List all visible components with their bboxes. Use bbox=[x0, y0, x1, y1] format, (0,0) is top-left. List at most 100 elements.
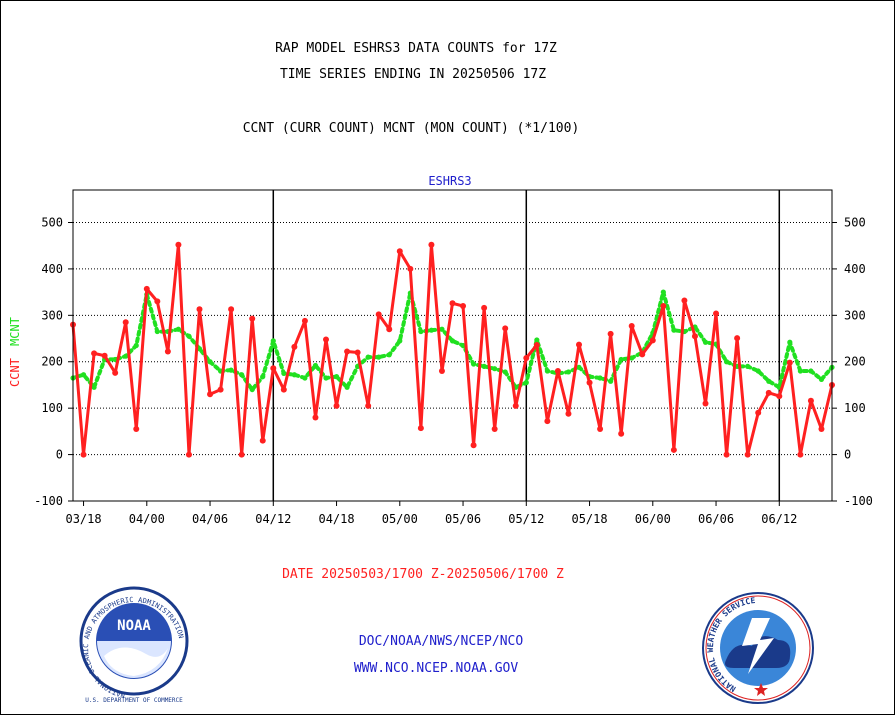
y-tick-label-right: 200 bbox=[844, 355, 866, 369]
chart-description: CCNT (CURR COUNT) MCNT (MON COUNT) (*1/1… bbox=[243, 121, 580, 136]
x-tick-label: 05/00 bbox=[382, 512, 418, 526]
data-point-ccnt bbox=[259, 437, 266, 444]
data-point-mcnt bbox=[766, 378, 772, 384]
data-point-ccnt bbox=[660, 303, 667, 310]
data-point-ccnt bbox=[807, 397, 814, 404]
y-tick-label-left: 300 bbox=[41, 308, 63, 322]
x-tick-label: 03/18 bbox=[65, 512, 101, 526]
data-point-ccnt bbox=[164, 348, 171, 355]
data-point-mcnt bbox=[565, 369, 572, 375]
data-point-ccnt bbox=[723, 451, 730, 458]
y-tick-label-right: 0 bbox=[844, 448, 851, 462]
data-point-ccnt bbox=[702, 400, 709, 407]
data-point-mcnt bbox=[460, 342, 466, 349]
data-point-mcnt bbox=[291, 372, 297, 378]
data-point-ccnt bbox=[196, 306, 203, 313]
data-point-ccnt bbox=[175, 241, 182, 248]
data-point-ccnt bbox=[270, 365, 277, 372]
data-point-ccnt bbox=[122, 319, 129, 326]
chart-subtitle: TIME SERIES ENDING IN 20250506 17Z bbox=[280, 67, 546, 82]
data-point-mcnt bbox=[597, 375, 603, 381]
data-point-mcnt bbox=[175, 326, 182, 332]
data-point-ccnt bbox=[228, 306, 235, 313]
y-tick-label-right: -100 bbox=[844, 494, 873, 508]
data-point-mcnt bbox=[418, 328, 424, 335]
data-point-ccnt bbox=[744, 451, 751, 458]
data-point-ccnt bbox=[407, 265, 414, 272]
data-point-ccnt bbox=[765, 389, 772, 396]
noaa-logo-bottom-text: U.S. DEPARTMENT OF COMMERCE bbox=[85, 697, 183, 704]
data-point-ccnt bbox=[417, 425, 424, 432]
data-point-mcnt bbox=[333, 374, 340, 380]
data-point-mcnt bbox=[576, 364, 582, 370]
plot-frame bbox=[72, 189, 833, 502]
data-point-ccnt bbox=[238, 451, 245, 458]
data-point-ccnt bbox=[628, 323, 635, 330]
y-tick-label-right: 300 bbox=[844, 308, 866, 322]
nws-star-icon bbox=[754, 683, 768, 696]
x-tick-label: 04/06 bbox=[192, 512, 228, 526]
data-point-ccnt bbox=[481, 304, 488, 311]
data-point-ccnt bbox=[185, 451, 192, 458]
x-tick-label: 06/06 bbox=[698, 512, 734, 526]
data-point-ccnt bbox=[312, 414, 319, 421]
panel-label: ESHRS3 bbox=[428, 174, 471, 188]
series-line-ccnt bbox=[71, 243, 834, 457]
data-point-ccnt bbox=[460, 303, 467, 310]
data-point-mcnt bbox=[260, 374, 266, 380]
x-tick-label: 05/12 bbox=[508, 512, 544, 526]
y-tick-label-left: 500 bbox=[41, 215, 63, 229]
data-point-ccnt bbox=[818, 426, 825, 433]
data-point-mcnt bbox=[439, 326, 445, 332]
x-axis: 03/18 04/00 04/06 04/12 04/18 05/00 05/06 05/12… bbox=[65, 501, 797, 526]
data-point-ccnt bbox=[565, 410, 572, 417]
data-point-mcnt bbox=[449, 338, 456, 344]
data-point-mcnt bbox=[133, 342, 139, 349]
y-tick-label-left: 200 bbox=[41, 355, 63, 369]
data-point-ccnt bbox=[639, 351, 646, 358]
data-point-ccnt bbox=[618, 430, 625, 437]
x-tick-label: 05/06 bbox=[445, 512, 481, 526]
data-point-mcnt bbox=[239, 372, 245, 378]
data-point-mcnt bbox=[323, 375, 329, 381]
y-tick-label-right: 100 bbox=[844, 401, 866, 415]
data-point-ccnt bbox=[670, 446, 677, 453]
data-point-mcnt bbox=[207, 359, 213, 365]
data-point-mcnt bbox=[608, 378, 614, 384]
noaa-logo-center-text: NOAA bbox=[117, 618, 151, 634]
data-point-ccnt bbox=[586, 379, 593, 386]
footer-url[interactable]: WWW.NCO.NCEP.NOAA.GOV bbox=[354, 661, 519, 676]
data-point-mcnt bbox=[123, 353, 129, 359]
data-point-ccnt bbox=[512, 402, 519, 409]
y-axis-left: -100 0 100 200 300 400 500 bbox=[34, 215, 73, 508]
data-point-mcnt bbox=[808, 368, 814, 374]
data-point-mcnt bbox=[660, 289, 666, 295]
data-point-ccnt bbox=[291, 343, 298, 350]
data-point-mcnt bbox=[818, 376, 825, 382]
y-tick-label-left: 100 bbox=[41, 401, 63, 415]
data-point-mcnt bbox=[534, 337, 540, 343]
x-tick-label: 05/18 bbox=[571, 512, 607, 526]
data-point-ccnt bbox=[713, 310, 720, 317]
data-point-mcnt bbox=[312, 362, 319, 369]
y-tick-label-left: 400 bbox=[41, 262, 63, 276]
data-point-ccnt bbox=[344, 348, 351, 355]
series-mcnt bbox=[70, 289, 835, 393]
data-point-mcnt bbox=[397, 338, 403, 344]
data-point-ccnt bbox=[597, 426, 604, 433]
data-point-ccnt bbox=[301, 317, 308, 324]
data-point-mcnt bbox=[186, 333, 192, 339]
data-point-ccnt bbox=[755, 409, 762, 416]
data-point-ccnt bbox=[365, 402, 372, 409]
data-point-ccnt bbox=[438, 368, 445, 375]
data-point-mcnt bbox=[428, 327, 435, 333]
data-point-ccnt bbox=[544, 418, 551, 425]
data-point-ccnt bbox=[649, 337, 656, 344]
y-tick-label-left: 0 bbox=[56, 448, 63, 462]
data-point-mcnt bbox=[386, 352, 392, 358]
data-point-ccnt bbox=[333, 402, 340, 409]
data-point-ccnt bbox=[375, 311, 382, 318]
